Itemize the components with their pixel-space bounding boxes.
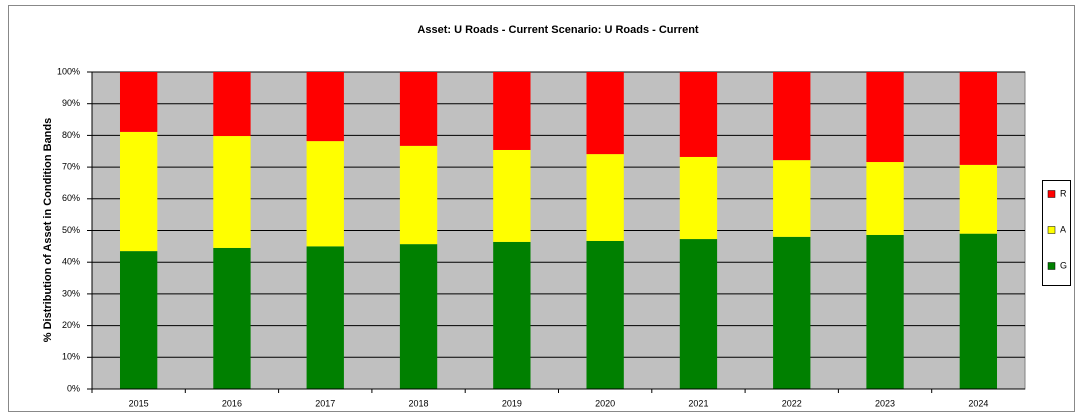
y-tick-label: 30% (62, 288, 80, 298)
y-tick-label: 40% (62, 257, 80, 267)
y-tick-label: 20% (62, 320, 80, 330)
bar-segment (866, 234, 904, 389)
bar-segment (493, 149, 531, 242)
bar-segment (493, 72, 531, 150)
bar-segment (959, 72, 998, 165)
y-axis-label: % Distribution of Asset in Condition Ban… (42, 118, 54, 342)
bar-segment (959, 164, 998, 234)
bar-segment (773, 72, 811, 161)
x-tick-label: 2020 (595, 398, 615, 408)
x-tick-label: 2018 (409, 398, 429, 408)
bar-segment (586, 240, 624, 389)
bar-segment (586, 72, 624, 155)
bar-segment (399, 72, 438, 146)
bar-segment (306, 72, 344, 142)
x-tick-label: 2021 (688, 398, 708, 408)
bar-segment (306, 141, 344, 247)
bar-segment (213, 247, 251, 389)
y-tick-label: 80% (62, 130, 80, 140)
legend-label: G (1060, 260, 1067, 270)
bar-segment (399, 244, 438, 389)
bar-segment (679, 156, 718, 240)
bar-segment (399, 145, 438, 245)
bar-segment (306, 246, 344, 389)
y-tick-label: 10% (62, 352, 80, 362)
x-tick-label: 2022 (782, 398, 802, 408)
x-tick-label: 2015 (129, 398, 149, 408)
y-tick-label: 60% (62, 193, 80, 203)
bar-segment (586, 154, 624, 241)
legend-box (1042, 180, 1071, 286)
y-tick-label: 50% (62, 225, 80, 235)
legend-swatch (1047, 226, 1056, 234)
legend-swatch (1047, 262, 1056, 270)
x-tick-label: 2023 (875, 398, 895, 408)
bar-segment (773, 236, 811, 389)
bar-segment (866, 72, 904, 163)
x-tick-label: 2016 (222, 398, 242, 408)
x-tick-label: 2017 (315, 398, 335, 408)
bar-segment (866, 162, 904, 235)
bar-segment (213, 72, 251, 137)
legend-swatch (1047, 190, 1056, 198)
bar-segment (119, 251, 158, 389)
y-tick-label: 100% (57, 66, 80, 76)
y-tick-label: 70% (62, 161, 80, 171)
chart-title: Asset: U Roads - Current Scenario: U Roa… (417, 24, 698, 36)
y-tick-label: 90% (62, 98, 80, 108)
bar-segment (119, 72, 158, 132)
x-tick-label: 2019 (502, 398, 522, 408)
bar-segment (959, 233, 998, 389)
bar-segment (679, 72, 718, 157)
bar-segment (773, 160, 811, 237)
legend-label: A (1060, 224, 1066, 234)
x-tick-label: 2024 (968, 398, 988, 408)
bar-segment (493, 241, 531, 389)
bar-segment (119, 131, 158, 252)
legend-label: R (1060, 188, 1067, 198)
y-tick-label: 0% (67, 383, 80, 393)
bar-segment (679, 239, 718, 389)
bar-segment (213, 136, 251, 248)
